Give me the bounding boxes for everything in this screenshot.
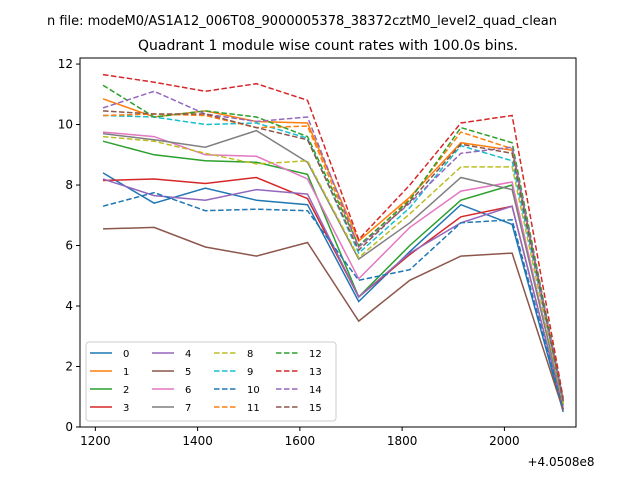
x-tick-label: 1600 — [285, 434, 316, 448]
chart-filename-title: n file: modeM0/AS1A12_006T08_9000005378_… — [47, 14, 557, 29]
y-tick-label: 12 — [58, 57, 73, 71]
x-tick-label: 1800 — [387, 434, 418, 448]
legend-label-12: 12 — [309, 349, 322, 360]
y-tick-label: 10 — [58, 118, 73, 132]
legend-label-4: 4 — [185, 349, 191, 360]
legend-label-2: 2 — [123, 385, 129, 396]
series-line-13 — [102, 73, 564, 399]
x-offset-label: +4.0508e8 — [527, 455, 594, 469]
legend-label-3: 3 — [123, 403, 129, 414]
y-tick-label: 2 — [65, 360, 73, 374]
series-line-14 — [102, 90, 564, 402]
series-line-12 — [102, 84, 564, 400]
legend-label-7: 7 — [185, 403, 191, 414]
legend-label-0: 0 — [123, 349, 129, 360]
plot-frame — [79, 57, 577, 428]
y-tick-label: 4 — [65, 299, 73, 313]
legend-label-6: 6 — [185, 385, 191, 396]
series-line-5 — [102, 226, 564, 411]
legend-label-13: 13 — [309, 367, 322, 378]
series-line-10 — [102, 191, 564, 410]
legend-label-14: 14 — [309, 385, 322, 396]
legend-label-1: 1 — [123, 367, 129, 378]
legend-label-9: 9 — [247, 367, 253, 378]
x-tick-label: 1400 — [182, 434, 213, 448]
chart-title: Quadrant 1 module wise count rates with … — [138, 38, 518, 54]
y-tick-label: 0 — [65, 420, 73, 434]
legend-label-15: 15 — [309, 403, 322, 414]
y-tick-label: 8 — [65, 178, 73, 192]
x-tick-label: 1200 — [80, 434, 111, 448]
series-line-6 — [102, 131, 564, 406]
series-line-3 — [102, 176, 564, 410]
series-line-2 — [102, 140, 564, 406]
legend-label-8: 8 — [247, 349, 253, 360]
series-layer — [102, 73, 564, 413]
legend-box — [85, 341, 337, 422]
legend-label-5: 5 — [185, 367, 191, 378]
series-line-15 — [102, 110, 564, 402]
x-tick-label: 2000 — [489, 434, 520, 448]
y-tick-label: 6 — [65, 239, 73, 253]
legend-label-10: 10 — [247, 385, 260, 396]
legend-label-11: 11 — [247, 403, 260, 414]
series-line-7 — [102, 129, 564, 405]
series-line-9 — [102, 114, 564, 402]
